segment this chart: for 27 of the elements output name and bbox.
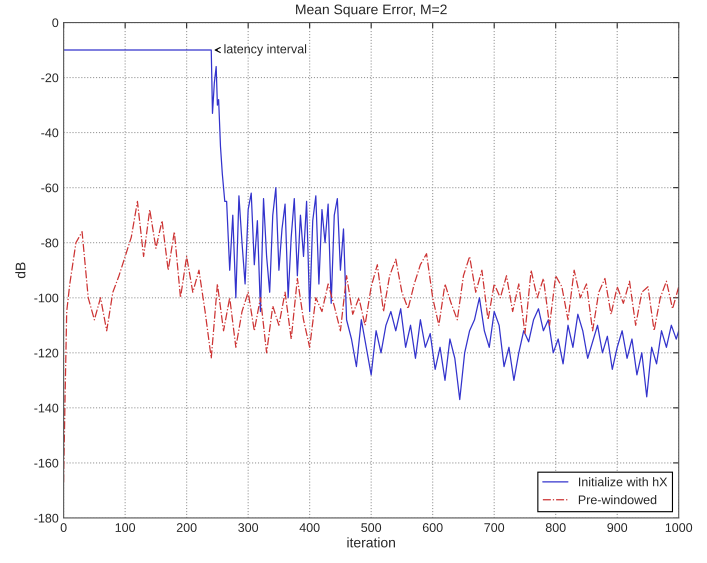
y-axis-title: dB bbox=[15, 262, 26, 278]
y-tick-label: -100 bbox=[34, 294, 58, 302]
y-tick-label: -60 bbox=[41, 183, 58, 192]
y-tick-label: -140 bbox=[34, 404, 58, 413]
x-tick-label: 400 bbox=[300, 523, 320, 532]
x-tick-label: 1000 bbox=[666, 523, 692, 532]
x-tick-label: 600 bbox=[422, 523, 443, 532]
x-tick-label: 500 bbox=[361, 523, 382, 532]
y-tick-label: -80 bbox=[41, 238, 58, 248]
x-tick-label: 200 bbox=[176, 523, 197, 532]
annotation: latency interval bbox=[224, 44, 306, 56]
x-tick-label: 800 bbox=[546, 523, 566, 532]
legend-label: Initialize with hX bbox=[579, 477, 668, 486]
x-tick-label: 100 bbox=[116, 523, 136, 532]
y-tick-label: -160 bbox=[34, 458, 58, 468]
y-tick-label: -20 bbox=[41, 73, 58, 82]
legend-label: Pre-windowed bbox=[578, 495, 656, 504]
x-tick-label: 0 bbox=[60, 523, 67, 532]
x-tick-label: 700 bbox=[484, 523, 504, 532]
y-tick-label: 0 bbox=[52, 18, 58, 28]
y-tick-label: -40 bbox=[41, 128, 58, 138]
x-axis-title: iteration bbox=[347, 537, 395, 548]
x-tick-label: 900 bbox=[607, 523, 628, 532]
y-tick-label: -180 bbox=[34, 514, 58, 523]
x-tick-label: 300 bbox=[238, 523, 258, 532]
y-tick-label: -120 bbox=[34, 348, 58, 358]
chart-title: Mean Square Error, M=2 bbox=[296, 4, 447, 18]
